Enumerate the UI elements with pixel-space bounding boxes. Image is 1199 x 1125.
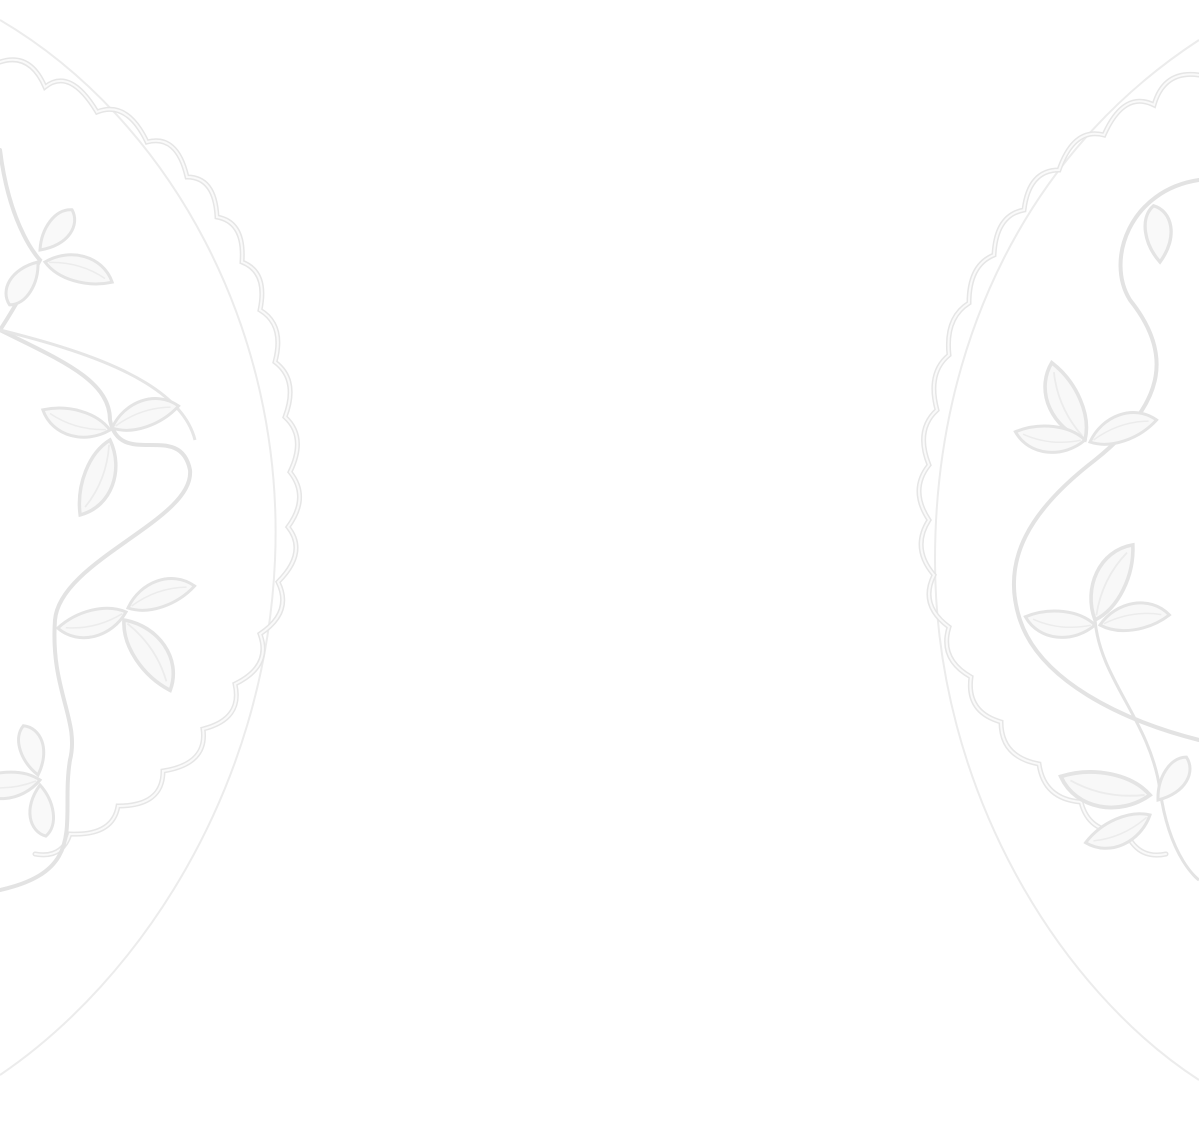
floral-vine-ornament-left-icon <box>0 19 302 1076</box>
content-area <box>290 0 920 1125</box>
floral-vine-ornament-right-icon <box>916 39 1199 1081</box>
